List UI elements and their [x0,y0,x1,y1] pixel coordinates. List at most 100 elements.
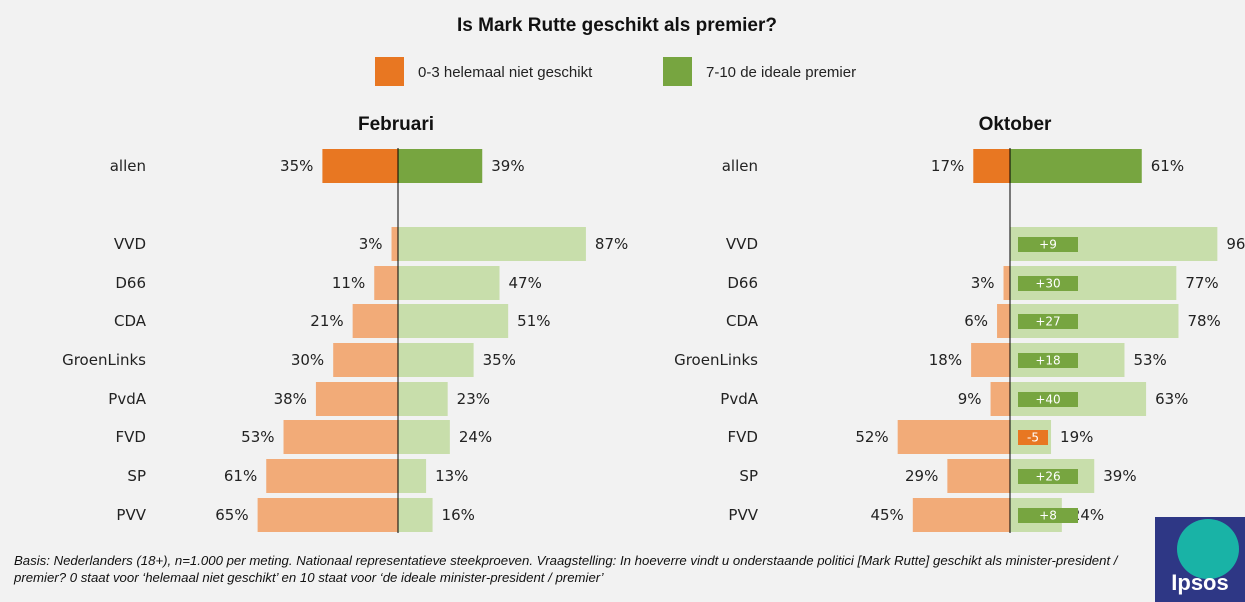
value-label-positive: 61% [1151,157,1184,175]
delta-label: +30 [1035,277,1060,291]
delta-badge [1018,314,1078,329]
bar-positive [398,420,450,454]
category-label: CDA [726,312,759,330]
value-label-positive: 87% [595,235,628,253]
bar-negative [352,304,398,338]
value-label-negative: 45% [870,506,903,524]
legend-label-positive: 7-10 de ideale premier [706,64,856,81]
value-label-positive: 77% [1185,274,1218,292]
bar-negative [897,420,1010,454]
category-label: PVV [116,506,146,524]
delta-badge [1018,353,1078,368]
value-label-negative: 21% [310,312,343,330]
delta-badge [1018,237,1078,252]
value-label-negative: 30% [291,351,324,369]
bar-negative [947,459,1010,493]
delta-label: +9 [1039,238,1057,252]
value-label-negative: 52% [855,428,888,446]
bar-positive [398,459,427,493]
delta-label: +8 [1039,509,1057,523]
value-label-positive: 16% [442,506,475,524]
value-label-positive: 24% [1071,506,1104,524]
category-label: D66 [727,274,758,292]
delta-badge [1018,392,1078,407]
panel-title-februari: Februari [358,114,434,135]
bar-negative [322,149,398,183]
value-label-negative: 18% [929,351,962,369]
bar-negative [973,149,1010,183]
ipsos-logo: Ipsos [1155,517,1245,602]
value-label-negative: 3% [971,274,995,292]
legend-swatch-positive [663,57,692,86]
category-label: D66 [115,274,146,292]
value-label-negative: 35% [280,157,313,175]
delta-badge [1018,469,1078,484]
category-label: VVD [114,235,146,253]
value-label-negative: 3% [359,235,383,253]
bar-negative [391,227,398,261]
value-label-positive: 24% [459,428,492,446]
bar-positive [398,382,448,416]
value-label-negative: 65% [215,506,248,524]
value-label-positive: 19% [1060,428,1093,446]
footnote: Basis: Nederlanders (18+), n=1.000 per m… [14,553,1118,585]
bar-positive [1010,149,1142,183]
logo-text: Ipsos [1171,570,1229,595]
value-label-positive: 78% [1187,312,1220,330]
bar-negative [333,343,398,377]
legend-label-negative: 0-3 helemaal niet geschikt [418,64,593,81]
value-label-positive: 96% [1226,235,1245,253]
bar-negative [315,382,398,416]
category-label: SP [739,467,758,485]
value-label-positive: 23% [457,390,490,408]
chart-title: Is Mark Rutte geschikt als premier? [457,15,777,36]
value-label-positive: 51% [517,312,550,330]
value-label-positive: 47% [509,274,542,292]
value-label-negative: 6% [964,312,988,330]
category-label: FVD [728,428,758,446]
value-label-positive: 13% [435,467,468,485]
delta-label: +18 [1035,354,1060,368]
bar-negative [971,343,1010,377]
bar-negative [997,304,1010,338]
bar-negative [1003,266,1010,300]
bar-positive [398,227,586,261]
delta-badge [1018,508,1078,523]
value-label-positive: 63% [1155,390,1188,408]
category-label: FVD [116,428,146,446]
category-label: VVD [726,235,758,253]
value-label-positive: 35% [483,351,516,369]
value-label-negative: 61% [224,467,257,485]
bar-positive [398,266,500,300]
bar-negative [990,382,1010,416]
value-label-positive: 39% [1103,467,1136,485]
category-label: GroenLinks [62,351,146,369]
bar-negative [912,498,1010,532]
bar-positive [398,498,433,532]
value-label-positive: 53% [1133,351,1166,369]
panel-title-oktober: Oktober [979,114,1052,135]
bar-positive [398,343,474,377]
bar-negative [257,498,398,532]
category-label: PvdA [720,390,758,408]
legend-swatch-negative [375,57,404,86]
value-label-negative: 29% [905,467,938,485]
delta-label: +26 [1035,470,1060,484]
delta-label: -5 [1027,431,1039,445]
bar-positive [398,149,483,183]
delta-label: +40 [1035,393,1060,407]
category-label: allen [110,157,146,175]
delta-badge [1018,430,1048,445]
delta-label: +27 [1035,315,1060,329]
value-label-negative: 17% [931,157,964,175]
category-label: GroenLinks [674,351,758,369]
value-label-negative: 53% [241,428,274,446]
bar-negative [266,459,398,493]
category-label: allen [722,157,758,175]
delta-badge [1018,276,1078,291]
bar-negative [283,420,398,454]
value-label-negative: 9% [958,390,982,408]
category-label: CDA [114,312,147,330]
bar-positive [398,304,509,338]
